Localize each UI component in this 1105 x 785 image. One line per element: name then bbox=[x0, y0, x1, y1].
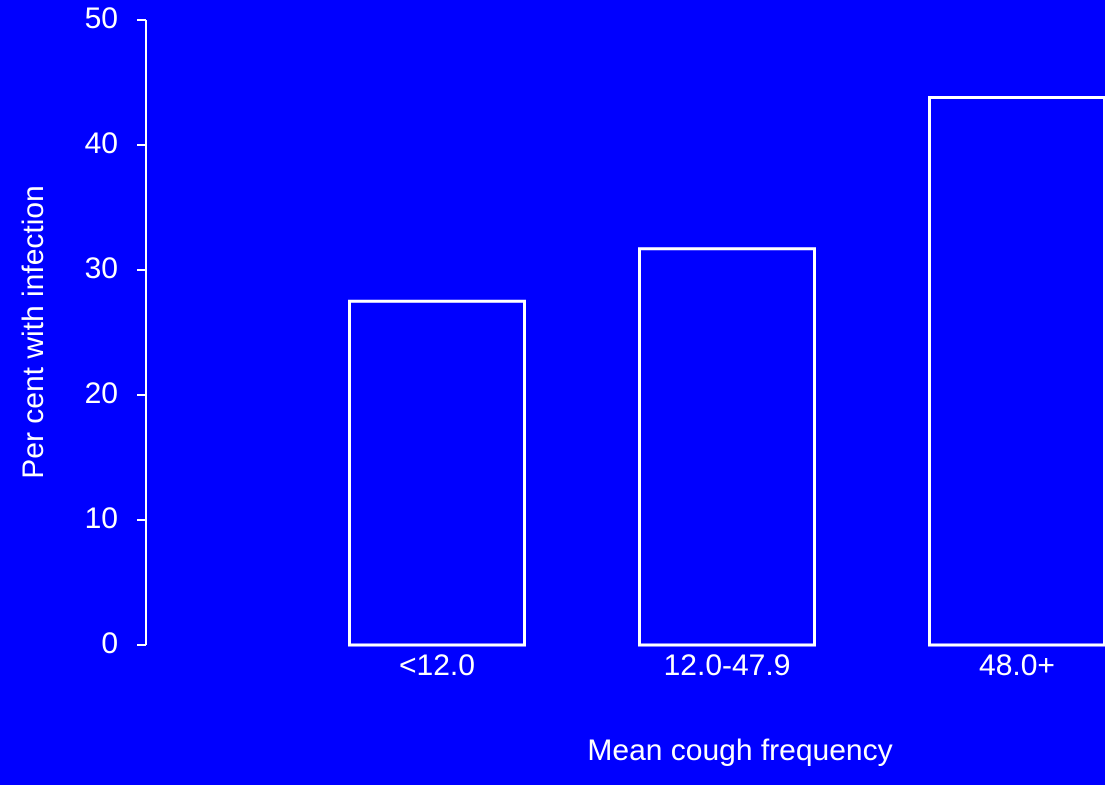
x-tick-label: 48.0+ bbox=[979, 649, 1055, 682]
y-tick-label: 40 bbox=[85, 127, 118, 160]
y-tick-label: 30 bbox=[85, 252, 118, 285]
x-tick-label: <12.0 bbox=[399, 649, 475, 682]
x-tick-label: 12.0-47.9 bbox=[664, 649, 791, 682]
bar bbox=[348, 299, 526, 647]
y-tick-label: 10 bbox=[85, 502, 118, 535]
bar bbox=[928, 96, 1105, 647]
y-axis-label: Per cent with infection bbox=[17, 185, 50, 478]
bar bbox=[638, 247, 816, 647]
y-tick-label: 0 bbox=[101, 627, 118, 660]
y-tick-label: 50 bbox=[85, 2, 118, 35]
x-axis-label: Mean cough frequency bbox=[587, 734, 892, 767]
y-tick-label: 20 bbox=[85, 377, 118, 410]
